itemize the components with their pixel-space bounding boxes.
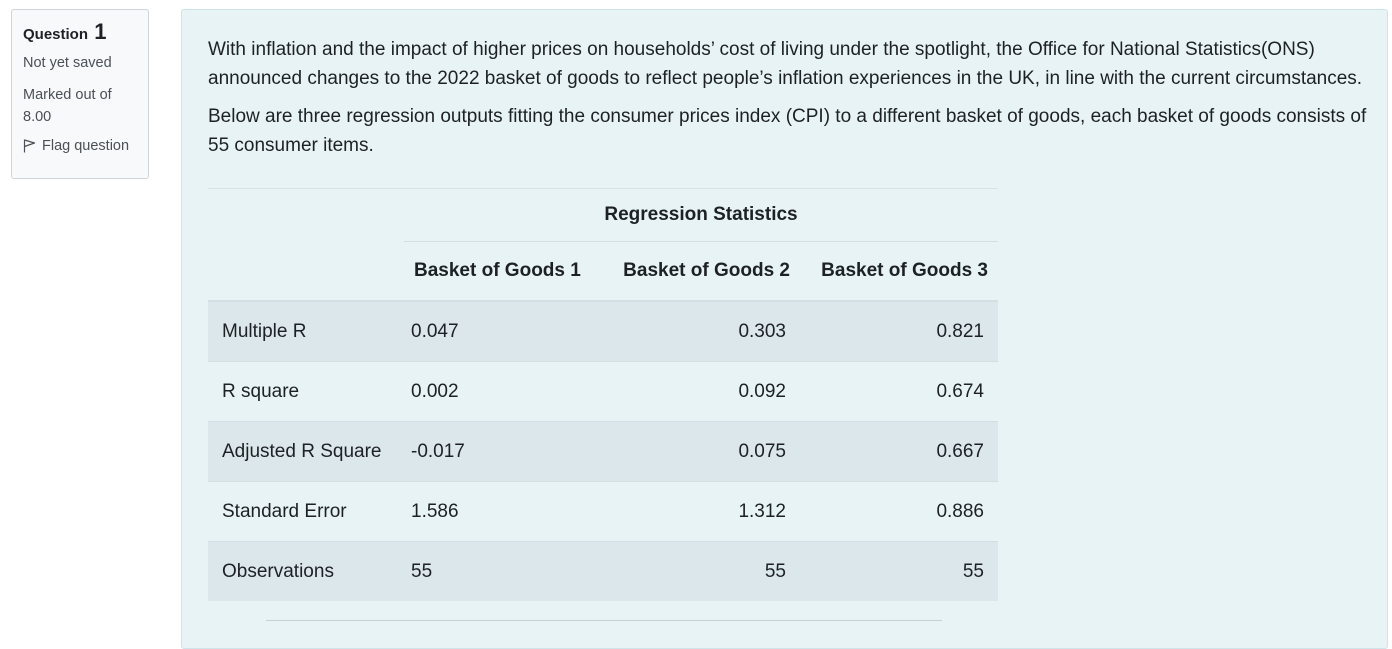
regression-table-wrapper: Regression Statistics Basket of Goods 1 … bbox=[208, 188, 998, 601]
question-grade: Marked out of 8.00 bbox=[23, 84, 137, 128]
cell-basket-1: 0.047 bbox=[404, 300, 601, 362]
column-header-basket-2: Basket of Goods 2 bbox=[601, 241, 800, 302]
table-row: Adjusted R Square -0.017 0.075 0.667 bbox=[208, 421, 998, 482]
table-row: Standard Error 1.586 1.312 0.886 bbox=[208, 481, 998, 542]
question-label: Question bbox=[23, 26, 89, 43]
cell-basket-1: 55 bbox=[404, 541, 601, 601]
grade-value: 8.00 bbox=[23, 109, 52, 125]
cell-basket-1: 1.586 bbox=[404, 481, 601, 542]
cell-basket-2: 55 bbox=[601, 541, 800, 601]
cell-basket-3: 0.886 bbox=[800, 481, 998, 542]
cell-basket-3: 55 bbox=[800, 541, 998, 601]
table-row: Multiple R 0.047 0.303 0.821 bbox=[208, 300, 998, 362]
row-label: Adjusted R Square bbox=[208, 421, 404, 482]
row-label: R square bbox=[208, 361, 404, 422]
column-header-basket-3: Basket of Goods 3 bbox=[800, 241, 998, 302]
question-number-heading: Question 1 bbox=[23, 19, 137, 45]
row-label: Observations bbox=[208, 541, 404, 601]
question-number: 1 bbox=[94, 19, 107, 44]
table-bottom-rule bbox=[266, 620, 942, 621]
cell-basket-3: 0.667 bbox=[800, 421, 998, 482]
cell-basket-3: 0.674 bbox=[800, 361, 998, 422]
table-top-rule bbox=[208, 188, 998, 189]
cell-basket-2: 0.303 bbox=[601, 300, 800, 362]
row-label: Multiple R bbox=[208, 300, 404, 362]
cell-basket-2: 0.092 bbox=[601, 361, 800, 422]
question-state: Not yet saved bbox=[23, 55, 112, 71]
cell-basket-2: 0.075 bbox=[601, 421, 800, 482]
question-info-panel: Question 1 Not yet saved Marked out of 8… bbox=[11, 9, 149, 179]
cell-basket-2: 1.312 bbox=[601, 481, 800, 542]
question-paragraph-2: Below are three regression outputs fitti… bbox=[208, 106, 1367, 156]
flag-icon bbox=[23, 139, 36, 153]
grade-label: Marked out of bbox=[23, 87, 112, 103]
column-header-basket-1: Basket of Goods 1 bbox=[404, 241, 601, 302]
table-row: R square 0.002 0.092 0.674 bbox=[208, 361, 998, 422]
cell-basket-3: 0.821 bbox=[800, 300, 998, 362]
table-caption: Regression Statistics bbox=[404, 189, 998, 242]
flag-question-link[interactable]: Flag question bbox=[23, 138, 137, 154]
regression-statistics-table: Regression Statistics Basket of Goods 1 … bbox=[208, 189, 998, 601]
cell-basket-1: 0.002 bbox=[404, 361, 601, 422]
table-row: Observations 55 55 55 bbox=[208, 541, 998, 601]
column-header-empty bbox=[208, 241, 404, 302]
cell-basket-1: -0.017 bbox=[404, 421, 601, 482]
question-paragraph-1: With inflation and the impact of higher … bbox=[208, 39, 1363, 89]
flag-question-label: Flag question bbox=[42, 138, 130, 154]
question-text: With inflation and the impact of higher … bbox=[208, 36, 1368, 170]
row-label: Standard Error bbox=[208, 481, 404, 542]
